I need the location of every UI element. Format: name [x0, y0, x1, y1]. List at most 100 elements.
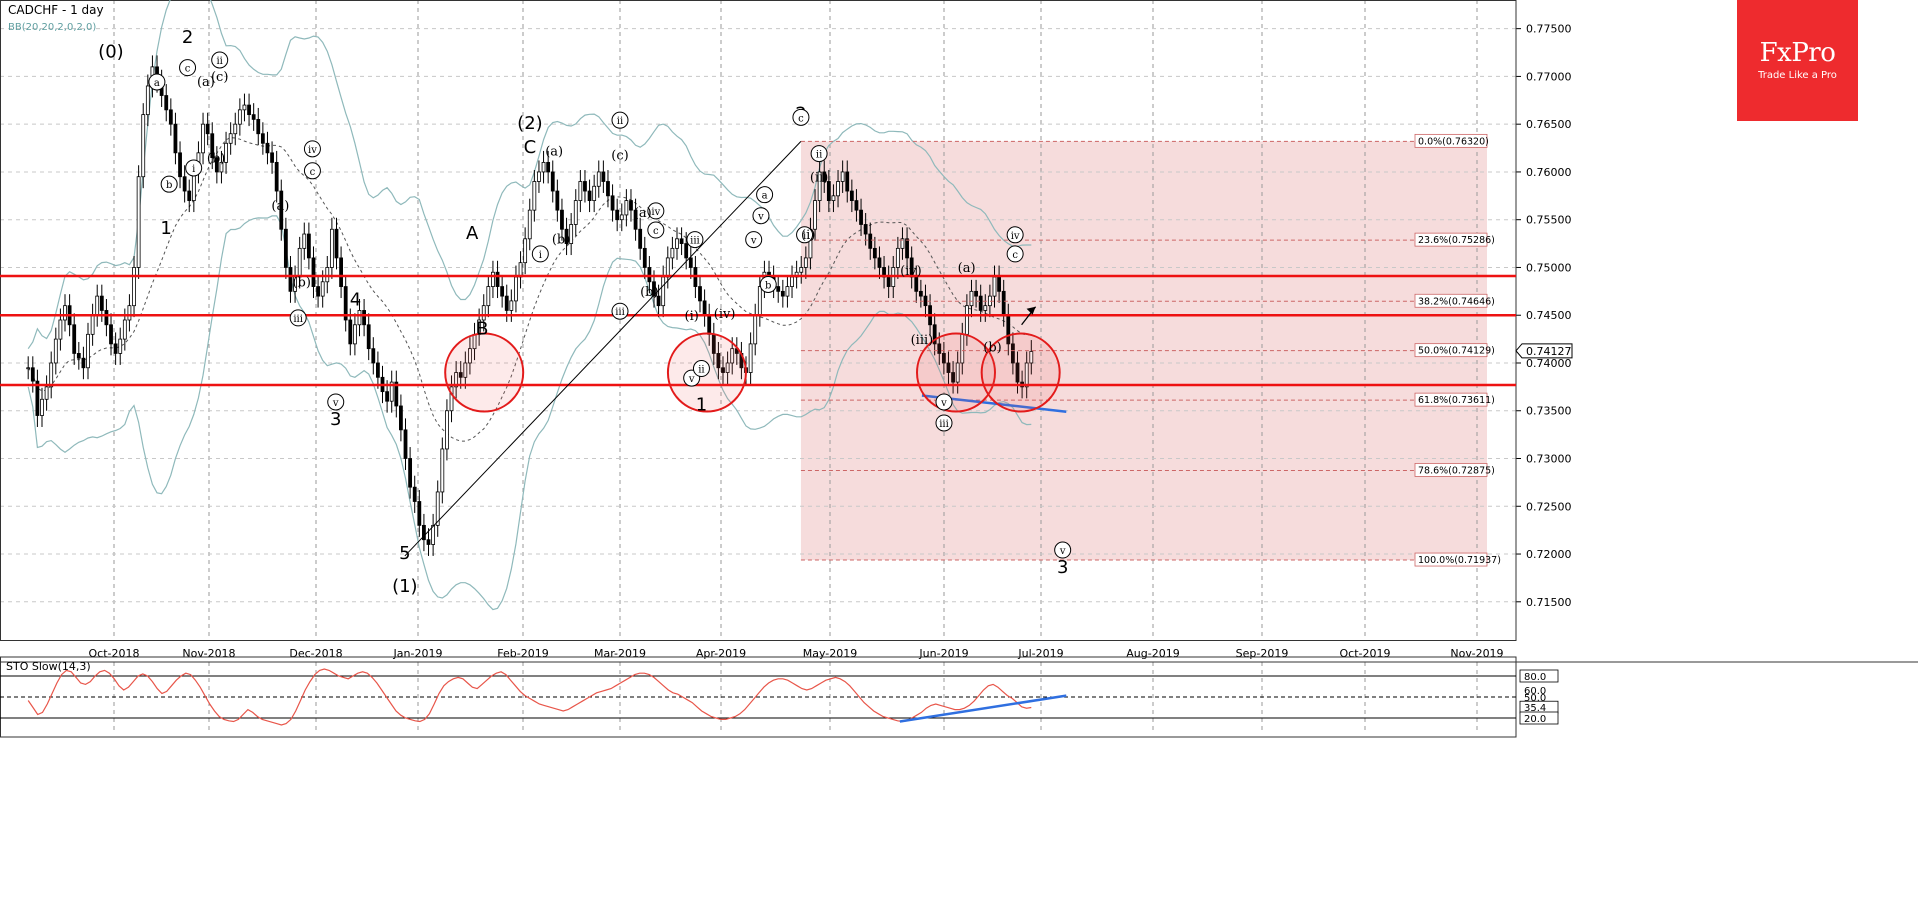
- candle: [30, 367, 35, 382]
- candle: [541, 161, 546, 173]
- candle: [592, 185, 597, 201]
- candle: [311, 257, 316, 287]
- sto-label: STO Slow(14,3): [6, 660, 91, 673]
- current-price-label: 0.74127: [1526, 345, 1572, 358]
- wave-label-paren: (a): [545, 145, 563, 160]
- wave-label-circle: [1054, 541, 1072, 559]
- candle: [343, 286, 348, 321]
- candle: [481, 305, 486, 321]
- wave-label-paren: (c): [211, 70, 228, 85]
- candle: [1001, 290, 1006, 316]
- candle: [854, 200, 859, 211]
- sto-tick-label: 60.0: [1524, 686, 1546, 697]
- candle: [233, 123, 238, 135]
- candle: [849, 190, 854, 201]
- candle: [937, 343, 942, 354]
- candle: [279, 190, 284, 230]
- candle: [394, 381, 399, 407]
- x-tick-label: Aug-2019: [1126, 647, 1179, 660]
- candle: [564, 228, 569, 244]
- candle: [270, 152, 274, 163]
- candle: [145, 85, 150, 116]
- candle: [325, 267, 330, 283]
- candle: [619, 214, 624, 221]
- candle: [596, 171, 601, 187]
- candle: [431, 524, 436, 545]
- candle: [532, 181, 537, 211]
- candle: [440, 448, 445, 493]
- candle: [389, 381, 394, 402]
- y-tick-label: 0.76000: [1526, 166, 1572, 179]
- candle: [698, 286, 702, 302]
- candle: [918, 290, 923, 297]
- x-tick-label: Jun-2019: [918, 647, 968, 660]
- candle: [316, 286, 320, 297]
- y-tick-label: 0.74000: [1526, 357, 1572, 370]
- candle: [426, 539, 431, 545]
- candle: [978, 295, 983, 311]
- direction-arrow-head: [1026, 306, 1036, 315]
- brand-logo-text: FxPro: [1759, 38, 1836, 68]
- fib-level-box: [1414, 463, 1488, 477]
- candle: [601, 171, 606, 182]
- candle: [366, 324, 371, 350]
- candle: [730, 348, 735, 364]
- wave-label: 3: [330, 409, 341, 430]
- candle: [780, 290, 785, 297]
- current-price-marker: [1515, 343, 1573, 359]
- candle: [242, 104, 247, 111]
- bb-upper: [27, 0, 1032, 350]
- candle: [753, 314, 758, 345]
- wave-label: 5: [399, 543, 410, 564]
- candle: [417, 501, 422, 526]
- candle: [560, 209, 564, 230]
- candle: [141, 114, 146, 178]
- candle: [219, 161, 224, 173]
- wave-label: 4: [350, 290, 361, 311]
- wave-label: 1: [696, 395, 707, 416]
- candle: [670, 247, 675, 259]
- candle: [974, 290, 978, 297]
- candle: [569, 224, 574, 244]
- candle: [665, 257, 670, 278]
- candle: [385, 391, 390, 402]
- candle: [237, 109, 242, 125]
- wave-label-circle: [792, 108, 810, 126]
- candle: [210, 133, 215, 159]
- candle: [587, 190, 592, 201]
- wave-label-paren: (a): [634, 206, 652, 221]
- fib-level-label: 100.0%(0.71937): [1418, 555, 1501, 566]
- wave-label-circle: [289, 309, 307, 327]
- candle: [376, 362, 380, 378]
- candle: [725, 362, 730, 373]
- fib-level-label: 0.0%(0.76320): [1418, 136, 1489, 147]
- candle: [514, 276, 518, 302]
- x-tick-label: Nov-2019: [1450, 647, 1503, 660]
- candle: [26, 367, 31, 370]
- wave-label-circle: [686, 231, 704, 249]
- wave-label: 1: [160, 218, 171, 239]
- fib-level-box: [1414, 133, 1488, 148]
- candle: [408, 458, 413, 488]
- wave-label-circle: [935, 393, 953, 411]
- wave-label-circle: [756, 186, 774, 204]
- candle: [362, 310, 366, 326]
- candle: [757, 286, 762, 316]
- fib-level-box: [1414, 392, 1488, 407]
- wave-label-circle: [1006, 245, 1024, 263]
- candle: [352, 324, 357, 345]
- wave-label-circle: [179, 59, 197, 77]
- fib-level-box: [1414, 552, 1488, 567]
- candle: [831, 195, 836, 201]
- wave-label-circle: [531, 245, 549, 263]
- candle: [900, 238, 905, 249]
- candle: [615, 209, 620, 221]
- wave-label-circle: [745, 231, 763, 249]
- candle: [702, 300, 707, 316]
- wave-label-circle: [796, 226, 814, 244]
- x-tick-label: May-2019: [803, 647, 858, 660]
- candle: [224, 142, 228, 163]
- highlight-circle: [916, 332, 996, 413]
- candle: [228, 133, 233, 144]
